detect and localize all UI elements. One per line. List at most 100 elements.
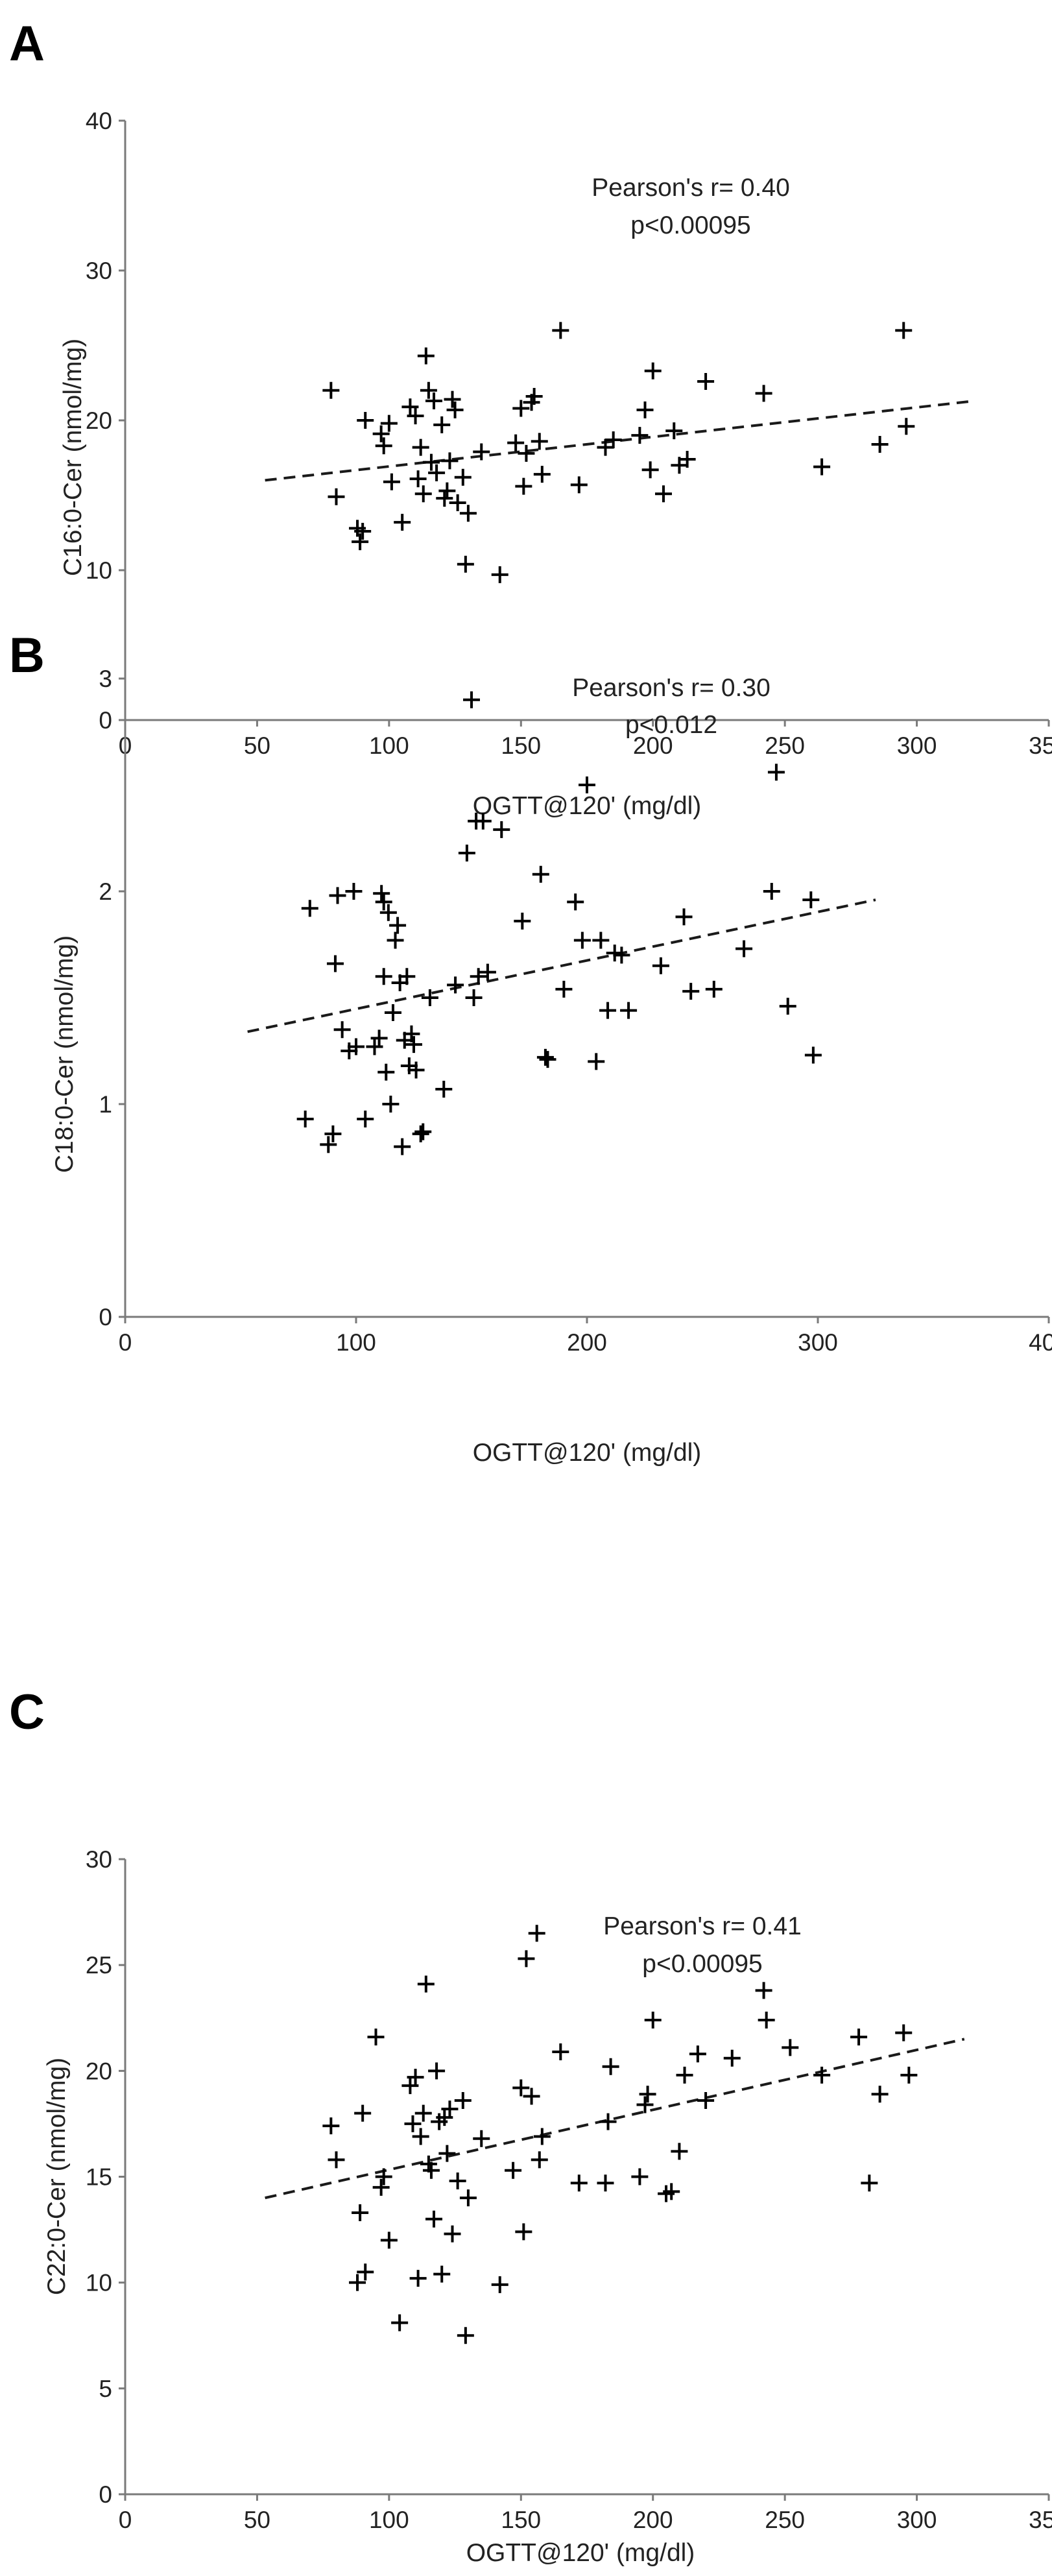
data-point-b: [379, 904, 397, 921]
data-point-b: [532, 865, 549, 883]
data-point-c: [328, 2151, 345, 2169]
data-point-a: [631, 427, 649, 444]
x-tick-label-c: 250: [765, 2507, 805, 2533]
data-point-c: [597, 2174, 614, 2192]
data-point-a: [755, 385, 772, 402]
data-point-a: [444, 391, 461, 408]
pearson-annotation-b: Pearson's r= 0.30: [572, 674, 771, 702]
data-point-b: [567, 893, 584, 911]
data-point-c: [671, 2143, 688, 2160]
y-tick-label-b: 0: [99, 1304, 112, 1330]
data-point-a: [512, 400, 530, 417]
data-point-c: [758, 2012, 775, 2029]
data-point-c: [372, 2178, 390, 2196]
y-tick-label-c: 0: [99, 2481, 112, 2508]
y-axis-title-c: C22:0-Cer (nmol/mg): [43, 2058, 71, 2295]
chart-panel-c: C Pearson's r= 0.41 p<0.00095 OGTT@120' …: [9, 1685, 1052, 2567]
data-point-b: [573, 932, 591, 949]
data-point-a: [414, 485, 432, 503]
data-point-b: [802, 891, 820, 909]
data-point-c: [433, 2265, 451, 2283]
data-point-a: [636, 401, 654, 418]
y-tick-label-a: 30: [86, 258, 112, 284]
data-point-c: [523, 2088, 540, 2105]
x-tick-label-c: 300: [897, 2507, 937, 2533]
data-point-b: [398, 968, 416, 985]
data-point-b: [613, 946, 630, 964]
data-point-a: [412, 439, 429, 456]
data-point-b: [458, 844, 475, 861]
data-point-b: [324, 1125, 342, 1142]
data-point-b: [606, 945, 623, 962]
data-point-c: [518, 1950, 535, 1968]
data-point-c: [570, 2174, 588, 2192]
pearson-annotation-c: Pearson's r= 0.41: [603, 1912, 802, 1940]
data-point-a: [871, 435, 889, 453]
data-point-a: [328, 488, 345, 505]
y-tick-label-c: 20: [86, 2058, 112, 2084]
data-point-a: [422, 453, 440, 471]
y-tick-label-a: 10: [86, 557, 112, 584]
data-point-c: [367, 2028, 385, 2046]
data-point-b: [599, 1002, 617, 1019]
data-point-a: [507, 434, 525, 451]
data-point-a: [372, 425, 390, 442]
y-tick-label-b: 1: [99, 1091, 112, 1118]
data-point-a: [357, 412, 374, 429]
data-point-a: [552, 322, 569, 339]
data-point-c: [457, 2327, 474, 2344]
data-point-c: [407, 2069, 424, 2086]
data-point-c: [533, 2128, 551, 2145]
data-point-b: [377, 1063, 395, 1081]
data-point-b: [579, 776, 595, 793]
data-point-a: [641, 461, 659, 479]
data-point-a: [417, 347, 435, 365]
x-tick-label-c: 0: [119, 2507, 132, 2533]
data-point-c: [602, 2058, 619, 2075]
data-point-a: [354, 522, 372, 540]
x-tick-label-a: 250: [765, 732, 805, 759]
x-tick-label-c: 350: [1029, 2507, 1052, 2533]
data-point-b: [588, 1053, 605, 1070]
data-point-b: [804, 1046, 822, 1064]
data-point-b: [375, 893, 392, 911]
data-point-a: [436, 490, 453, 507]
data-point-c: [354, 2104, 372, 2122]
data-point-c: [409, 2270, 427, 2287]
data-point-c: [782, 2039, 799, 2056]
data-point-b: [366, 1038, 383, 1055]
p-value-annotation-a: p<0.00095: [630, 211, 750, 239]
data-point-c: [441, 2101, 459, 2118]
data-point-c: [436, 2109, 453, 2126]
data-point-a: [665, 422, 683, 440]
y-tick-label-b: 3: [99, 666, 112, 692]
data-point-c: [412, 2128, 429, 2145]
data-point-b: [348, 1038, 365, 1055]
data-point-a: [895, 322, 913, 339]
data-point-a: [449, 494, 466, 512]
data-point-b: [474, 812, 492, 830]
data-point-b: [779, 998, 796, 1015]
data-point-c: [644, 2012, 662, 2029]
data-point-c: [676, 2066, 693, 2084]
data-point-b: [387, 932, 404, 949]
data-point-a: [533, 466, 551, 483]
p-value-annotation-c: p<0.00095: [642, 1950, 762, 1978]
data-point-b: [384, 1004, 401, 1021]
data-point-c: [473, 2130, 490, 2147]
data-point-a: [438, 482, 456, 500]
data-point-b: [412, 1125, 429, 1142]
x-tick-label-c: 150: [501, 2507, 541, 2533]
x-axis-title-c: OGTT@120' (mg/dl): [466, 2539, 695, 2567]
data-point-b: [465, 989, 483, 1006]
data-point-c: [425, 2210, 443, 2228]
data-point-b: [400, 1057, 418, 1074]
data-point-b: [407, 1061, 425, 1079]
data-point-c: [755, 1982, 772, 1999]
data-point-c: [428, 2062, 446, 2080]
data-point-b: [493, 821, 510, 838]
data-point-c: [349, 2274, 366, 2291]
data-point-b: [763, 883, 780, 900]
data-point-c: [444, 2225, 461, 2243]
data-point-a: [380, 415, 398, 432]
